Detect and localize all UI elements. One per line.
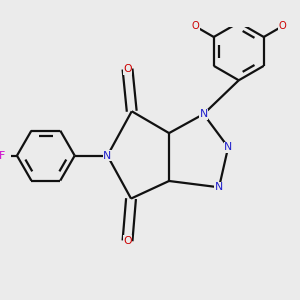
Text: N: N — [103, 151, 112, 160]
Text: N: N — [215, 182, 223, 192]
Text: O: O — [192, 21, 199, 32]
Text: O: O — [123, 236, 132, 246]
Text: N: N — [224, 142, 232, 152]
Text: F: F — [0, 151, 5, 160]
Text: N: N — [200, 109, 208, 119]
Text: O: O — [278, 21, 286, 32]
Text: O: O — [123, 64, 132, 74]
